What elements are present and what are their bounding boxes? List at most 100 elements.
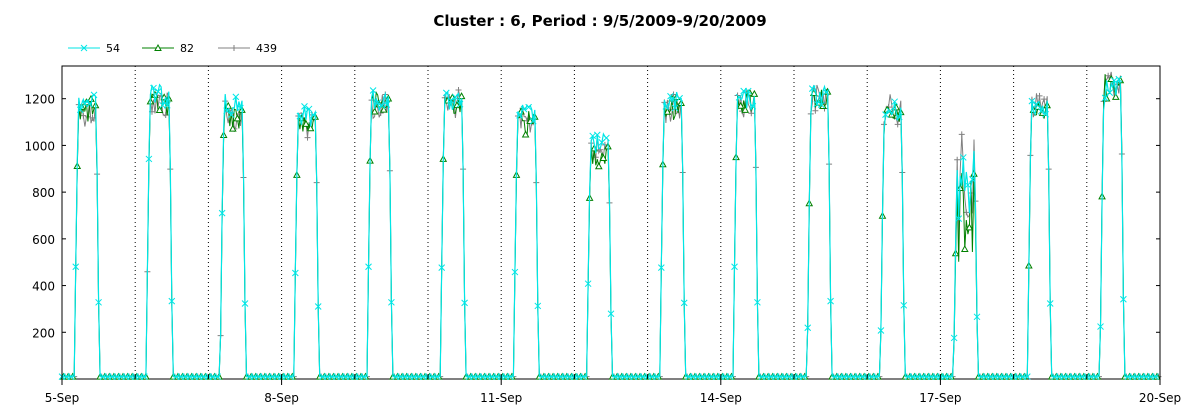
legend-marker-439: [231, 45, 237, 51]
series-point-54: [886, 107, 894, 115]
legend-label-439: 439: [256, 42, 277, 55]
series-point-54: [452, 93, 459, 101]
series-point-54: [653, 373, 661, 381]
series-point-54: [1028, 97, 1036, 105]
series-point-54: [67, 373, 75, 381]
series-point-54: [525, 103, 533, 111]
legend-marker-54: [80, 44, 88, 52]
series-point-54: [808, 85, 816, 93]
y-tick-label: 200: [32, 326, 55, 340]
series-point-54: [529, 117, 537, 125]
series-point-439: [455, 87, 462, 94]
series-point-54: [726, 373, 734, 381]
series-point-54: [1106, 89, 1114, 97]
series-point-82: [228, 124, 237, 132]
series-point-54: [946, 373, 953, 381]
series-point-439: [1036, 92, 1043, 99]
series-point-54: [365, 263, 372, 271]
series-point-54: [90, 91, 98, 99]
series-point-54: [76, 106, 84, 114]
series-point-54: [305, 105, 313, 113]
series-point-54: [900, 301, 908, 309]
series-point-54: [516, 111, 523, 119]
series-point-82: [302, 119, 310, 127]
grid: [134, 66, 1088, 379]
series-point-54: [218, 209, 226, 217]
series-point-439: [958, 131, 965, 138]
series-point-54: [214, 373, 221, 381]
series-point-82: [379, 105, 388, 113]
series-point-54: [662, 102, 670, 110]
series-point-54: [1110, 77, 1118, 84]
series-point-54: [676, 94, 683, 102]
y-axis: 200 400 600 800 1000 1200: [24, 93, 1160, 340]
series-point-54: [749, 102, 757, 110]
series-point-54: [657, 264, 665, 271]
x-tick-label: 11-Sep: [480, 391, 522, 405]
series-point-54: [1042, 110, 1049, 118]
series-point-54: [822, 88, 830, 96]
series-point-54: [1092, 373, 1100, 381]
series-point-82: [599, 153, 608, 161]
series-point-54: [163, 101, 171, 109]
series-point-54: [511, 268, 519, 276]
series-point-54: [593, 131, 601, 139]
series-point-54: [95, 298, 102, 306]
series-point-54: [1037, 107, 1045, 115]
series-point-54: [872, 373, 880, 381]
series-point-54: [227, 111, 235, 119]
x-tick-label: 14-Sep: [700, 391, 742, 405]
series-point-82: [155, 105, 164, 113]
legend: 54 82 439: [68, 42, 277, 55]
series-point-54: [607, 310, 615, 318]
series-point-54: [86, 100, 93, 108]
series-point-54: [735, 94, 743, 101]
x-tick-label: 20-Sep: [1139, 391, 1181, 405]
chart-title: Cluster : 6, Period : 9/5/2009-9/20/2009: [433, 12, 766, 30]
series-point-54: [388, 298, 395, 306]
series-point-54: [891, 98, 899, 106]
series-point-54: [150, 84, 157, 92]
series-point-54: [827, 297, 834, 305]
series-point-54: [506, 373, 514, 381]
series-point-54: [744, 87, 752, 95]
series-point-54: [731, 263, 738, 271]
series-point-54: [584, 280, 592, 288]
series-point-439: [894, 121, 901, 128]
series-point-54: [168, 297, 176, 305]
series-point-54: [603, 134, 610, 142]
series-point-439: [954, 156, 961, 163]
series-point-54: [804, 324, 812, 332]
series-point-54: [310, 111, 317, 119]
series-point-54: [237, 104, 244, 112]
series-point-54: [973, 313, 981, 321]
series-point-82: [965, 223, 974, 231]
series-point-54: [442, 89, 450, 97]
series-point-54: [799, 373, 807, 381]
y-tick-label: 1000: [24, 139, 55, 153]
series-point-54: [680, 299, 688, 307]
series-point-54: [456, 100, 464, 108]
series-point-54: [438, 264, 446, 271]
series-point-439: [1105, 72, 1112, 79]
series-point-54: [818, 101, 825, 109]
series-point-54: [671, 104, 679, 112]
series-point-54: [667, 92, 674, 100]
series-point-54: [955, 215, 963, 222]
series-point-54: [950, 334, 958, 342]
series-point-54: [520, 105, 528, 113]
series-layer: [58, 71, 1162, 381]
series-point-439: [304, 134, 311, 141]
series-line-54: [62, 77, 1159, 378]
series-point-54: [314, 303, 322, 310]
x-tick-label: 17-Sep: [919, 391, 961, 405]
series-point-54: [383, 101, 391, 108]
series-point-82: [663, 107, 672, 115]
series-point-54: [140, 373, 148, 381]
series-point-82: [521, 130, 530, 138]
series-point-82: [594, 162, 603, 170]
series-point-54: [374, 99, 382, 106]
series-point-54: [447, 97, 455, 104]
y-tick-label: 600: [32, 233, 55, 247]
series-point-54: [232, 93, 240, 101]
